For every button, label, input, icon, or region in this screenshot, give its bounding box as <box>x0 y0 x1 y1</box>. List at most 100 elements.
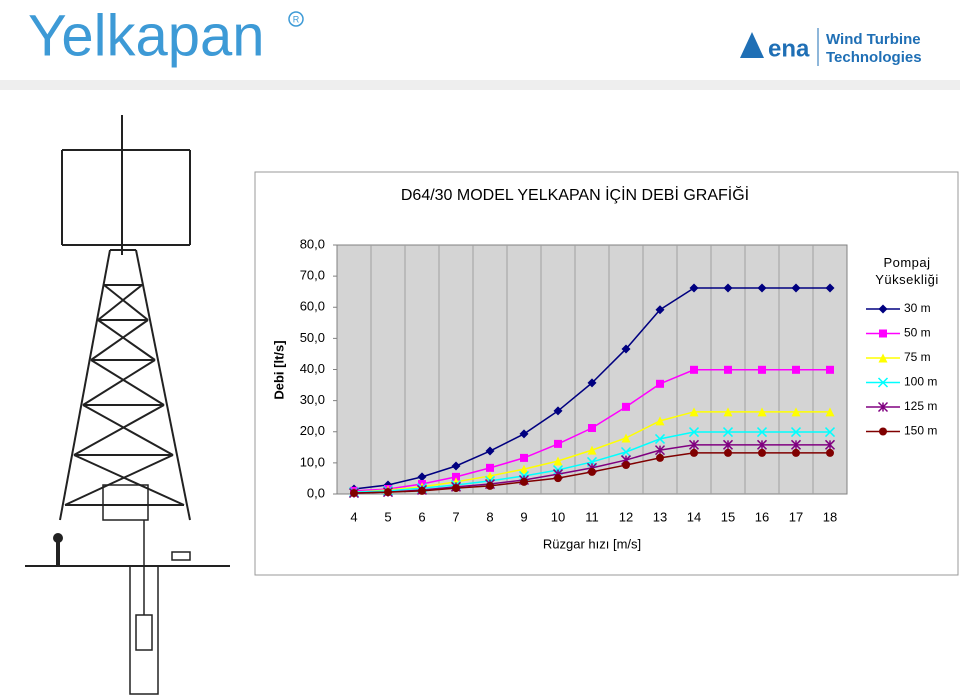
marker <box>758 448 766 457</box>
marker <box>877 401 889 413</box>
marker <box>757 283 767 293</box>
marker <box>722 439 734 450</box>
y-tick-label: 10,0 <box>300 454 325 469</box>
tower-drawing <box>25 115 230 695</box>
marker <box>690 448 698 457</box>
marker <box>622 402 630 411</box>
partner-line: Wind Turbine <box>826 31 921 48</box>
x-tick-label: 10 <box>551 509 565 524</box>
marker <box>655 416 665 426</box>
marker <box>519 429 529 439</box>
marker <box>588 467 596 476</box>
x-tick-label: 5 <box>384 509 391 524</box>
marker <box>756 439 768 450</box>
marker <box>723 283 733 293</box>
x-tick-label: 6 <box>418 509 425 524</box>
marker <box>350 489 358 498</box>
y-axis-label: Debi [lt/s] <box>271 340 286 399</box>
marker <box>622 461 630 470</box>
x-tick-label: 14 <box>687 509 701 524</box>
marker <box>724 448 732 457</box>
ena-icon <box>740 32 764 58</box>
y-tick-label: 80,0 <box>300 236 325 251</box>
legend-label: 30 m <box>904 301 931 315</box>
x-tick-label: 11 <box>585 509 599 524</box>
marker <box>791 407 801 417</box>
marker <box>689 407 699 417</box>
marker <box>553 456 563 466</box>
marker <box>878 304 888 314</box>
marker <box>792 448 800 457</box>
marker <box>656 453 664 462</box>
legend-label: 125 m <box>904 399 937 413</box>
marker <box>587 378 597 388</box>
marker <box>878 353 888 363</box>
marker <box>879 329 887 338</box>
marker <box>418 486 426 495</box>
x-tick-label: 17 <box>789 509 803 524</box>
marker <box>621 433 631 443</box>
x-tick-label: 18 <box>823 509 837 524</box>
marker <box>655 305 665 315</box>
y-tick-label: 50,0 <box>300 330 325 345</box>
marker <box>879 427 887 436</box>
legend-title: Pompaj Yüksekliği <box>875 255 939 287</box>
x-tick-label: 15 <box>721 509 735 524</box>
marker <box>520 453 528 462</box>
marker <box>486 463 494 472</box>
legend-label: 150 m <box>904 424 937 438</box>
marker <box>877 377 889 388</box>
marker <box>688 439 700 450</box>
x-tick-label: 8 <box>486 509 493 524</box>
marker <box>451 461 461 471</box>
x-tick-label: 9 <box>520 509 527 524</box>
x-tick-label: 16 <box>755 509 769 524</box>
marker <box>790 427 802 438</box>
y-tick-label: 0,0 <box>307 485 325 500</box>
marker <box>824 439 836 450</box>
marker <box>621 344 631 354</box>
x-tick-label: 7 <box>452 509 459 524</box>
x-tick-label: 12 <box>619 509 633 524</box>
x-tick-label: 4 <box>350 509 357 524</box>
marker <box>825 283 835 293</box>
marker <box>554 474 562 483</box>
marker <box>724 365 732 374</box>
marker <box>520 477 528 486</box>
marker <box>588 424 596 433</box>
brand-logo: Yelkapan <box>28 3 265 68</box>
registered-mark <box>288 11 304 27</box>
marker <box>519 464 529 474</box>
legend-label: 50 m <box>904 326 931 340</box>
x-tick-label: 13 <box>653 509 667 524</box>
legend-label: 100 m <box>904 375 937 389</box>
marker <box>824 427 836 438</box>
marker <box>656 379 664 388</box>
marker <box>791 283 801 293</box>
legend-label: 75 m <box>904 350 931 364</box>
marker <box>553 406 563 416</box>
marker <box>417 472 427 482</box>
marker <box>452 472 460 481</box>
marker <box>486 481 494 490</box>
marker <box>756 427 768 438</box>
marker <box>620 446 632 458</box>
marker <box>758 365 766 374</box>
marker <box>689 283 699 293</box>
chart-title: D64/30 MODEL YELKAPAN İÇİN DEBİ GRAFİĞİ <box>401 185 749 204</box>
marker <box>485 446 495 456</box>
marker <box>825 407 835 417</box>
marker <box>826 365 834 374</box>
marker <box>688 427 700 438</box>
marker <box>757 407 767 417</box>
marker <box>792 365 800 374</box>
y-tick-label: 40,0 <box>300 361 325 376</box>
marker <box>654 433 666 444</box>
y-tick-label: 60,0 <box>300 299 325 314</box>
registered-r: R <box>293 14 300 24</box>
marker <box>554 439 562 448</box>
y-tick-label: 30,0 <box>300 392 325 407</box>
marker <box>384 488 392 497</box>
